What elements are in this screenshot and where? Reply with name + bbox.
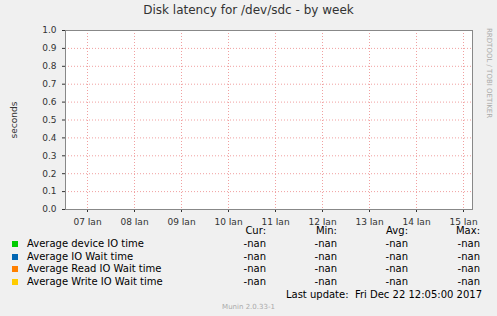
html-text:-nan: -nan [314, 238, 337, 249]
html-text:Avg:: Avg: [386, 225, 408, 236]
html-text:Average device IO time: Average device IO time [27, 238, 144, 249]
svg-text:1.0: 1.0 [42, 25, 57, 35]
html-text:Average Read IO Wait time: Average Read IO Wait time [27, 263, 162, 274]
html-text:-nan: -nan [314, 250, 337, 262]
svg-text:0.4: 0.4 [42, 133, 57, 143]
svg-text:0.1: 0.1 [42, 186, 56, 196]
svg-text:13 Jan: 13 Jan [355, 217, 383, 225]
svg-text:12 Jan: 12 Jan [308, 217, 336, 225]
html-text:-nan: -nan [314, 275, 337, 287]
html-text:-nan: -nan [314, 263, 337, 274]
html-text:-nan: -nan [243, 275, 266, 287]
svg-text:0.8: 0.8 [42, 61, 57, 71]
svg-text:08 Jan: 08 Jan [120, 217, 148, 225]
html-text:Cur:: Cur: [245, 225, 266, 236]
svg-text:0.7: 0.7 [42, 79, 56, 89]
html-text:-nan: -nan [243, 250, 266, 262]
svg-text:14 Jan: 14 Jan [402, 217, 430, 225]
svg-text:0.2: 0.2 [42, 169, 56, 179]
svg-text:07 Jan: 07 Jan [73, 217, 101, 225]
svg-text:0.0: 0.0 [42, 204, 57, 214]
html-text:Disk latency for /dev/sdc - by: Disk latency for /dev/sdc - by week [143, 3, 354, 17]
svg-text:seconds: seconds [9, 101, 19, 138]
html-text:-nan: -nan [457, 263, 480, 274]
svg-text:09 Jan: 09 Jan [167, 217, 195, 225]
html-text:-nan: -nan [457, 250, 480, 262]
html-text:Last update: Fri Dec 22 12:05:: Last update: Fri Dec 22 12:05:00 2017 [286, 289, 482, 300]
html-text:-nan: -nan [243, 238, 266, 249]
svg-text:11 Jan: 11 Jan [261, 217, 289, 225]
html-text:-nan: -nan [385, 263, 408, 274]
html-text:Munin 2.0.33-1: Munin 2.0.33-1 [222, 303, 275, 311]
svg-text:10 Jan: 10 Jan [214, 217, 242, 225]
html-text:Min:: Min: [315, 225, 337, 236]
svg-text:0.3: 0.3 [42, 151, 56, 161]
html-text:-nan: -nan [385, 275, 408, 287]
html-text:-nan: -nan [457, 238, 480, 249]
html-text:Average IO Wait time: Average IO Wait time [27, 250, 134, 262]
html-text:Average Write IO Wait time: Average Write IO Wait time [27, 275, 163, 287]
html-text:-nan: -nan [243, 263, 266, 274]
svg-text:0.9: 0.9 [42, 43, 57, 53]
svg-text:0.5: 0.5 [42, 115, 56, 125]
svg-text:0.6: 0.6 [42, 97, 57, 107]
html-text:-nan: -nan [385, 238, 408, 249]
html-text:RRDTOOL / TOBI OETIKER: RRDTOOL / TOBI OETIKER [485, 28, 493, 119]
html-text:-nan: -nan [385, 250, 408, 262]
html-text:Max:: Max: [456, 225, 480, 236]
svg-text:15 Jan: 15 Jan [449, 217, 477, 225]
html-text:-nan: -nan [457, 275, 480, 287]
